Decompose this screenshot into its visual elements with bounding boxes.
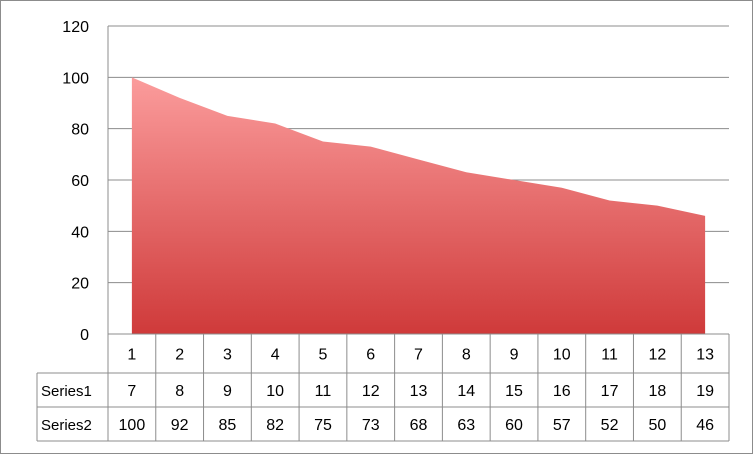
table-cell-value: 8 (175, 383, 184, 400)
table-cell-value: 85 (219, 417, 237, 434)
table-cell-value: 57 (553, 417, 571, 434)
data-point (561, 187, 562, 188)
x-tick-label: 12 (648, 347, 666, 364)
x-tick-label: 2 (175, 347, 184, 364)
data-point (705, 215, 706, 216)
data-point (418, 159, 419, 160)
table-cell-value: 75 (314, 417, 332, 434)
data-point (514, 180, 515, 181)
data-point (322, 141, 323, 142)
table-cell-value: 15 (505, 383, 523, 400)
table-series-name: Series1 (41, 383, 92, 400)
data-point (179, 97, 180, 98)
data-point (609, 200, 610, 201)
table-cell-value: 100 (119, 417, 146, 434)
data-point (370, 146, 371, 147)
table-cell-value: 14 (457, 383, 475, 400)
table-cell-value: 50 (648, 417, 666, 434)
y-tick-label: 100 (62, 70, 89, 87)
table-series-name: Series2 (41, 417, 92, 434)
table-cell-value: 82 (266, 417, 284, 434)
x-tick-label: 4 (271, 347, 280, 364)
table-cell-value: 16 (553, 383, 571, 400)
x-tick-label: 13 (696, 347, 714, 364)
data-point (466, 172, 467, 173)
table-cell-value: 17 (601, 383, 619, 400)
table-cell-value: 73 (362, 417, 380, 434)
table-cell-value: 92 (171, 417, 189, 434)
y-tick-label: 60 (71, 173, 89, 190)
table-cell-value: 10 (266, 383, 284, 400)
x-tick-label: 6 (366, 347, 375, 364)
x-tick-label: 11 (601, 347, 618, 364)
y-tick-label: 80 (71, 122, 89, 139)
table-cell-value: 68 (410, 417, 428, 434)
table-cell-value: 7 (127, 383, 136, 400)
table-cell-value: 52 (601, 417, 619, 434)
y-tick-label: 20 (71, 276, 89, 293)
x-tick-label: 1 (127, 347, 136, 364)
x-tick-label: 9 (510, 347, 519, 364)
y-tick-label: 120 (62, 19, 89, 36)
x-tick-label: 7 (414, 347, 423, 364)
x-tick-label: 5 (319, 347, 328, 364)
y-axis: 0 20 40 60 80 100 120 (62, 19, 89, 344)
table-cell-value: 13 (410, 383, 428, 400)
data-point (657, 205, 658, 206)
table-cell-value: 63 (457, 417, 475, 434)
table-cell-value: 9 (223, 383, 232, 400)
y-tick-label: 0 (80, 327, 89, 344)
x-tick-label: 3 (223, 347, 232, 364)
data-point (131, 77, 132, 78)
table-cell-value: 60 (505, 417, 523, 434)
x-tick-label: 8 (462, 347, 471, 364)
plot-area (131, 77, 706, 334)
table-cell-value: 11 (315, 383, 332, 400)
table-cell-value: 18 (648, 383, 666, 400)
table-cell-value: 46 (696, 417, 714, 434)
table-cell-value: 19 (696, 383, 714, 400)
table-cell-value: 12 (362, 383, 380, 400)
area-series-series2 (131, 77, 706, 334)
x-tick-label: 10 (553, 347, 571, 364)
data-point (227, 115, 228, 116)
data-point (275, 123, 276, 124)
y-tick-label: 40 (71, 224, 89, 241)
